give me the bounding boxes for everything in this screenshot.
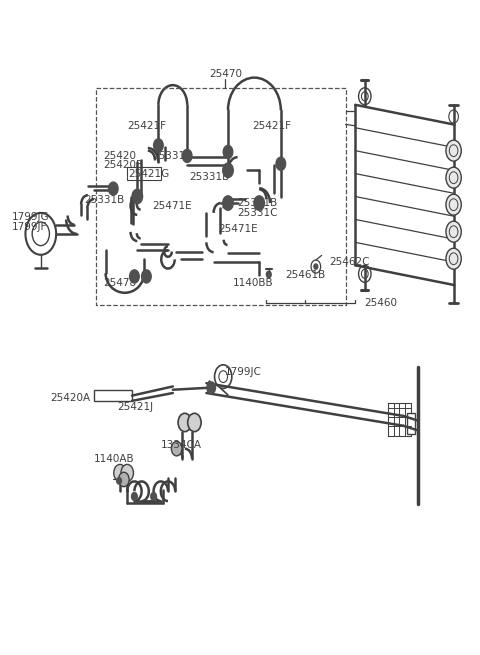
Text: 25420B: 25420B bbox=[103, 160, 144, 170]
Text: 25421J: 25421J bbox=[118, 402, 154, 413]
Circle shape bbox=[314, 264, 318, 269]
Text: 25471E: 25471E bbox=[218, 224, 258, 234]
Circle shape bbox=[223, 163, 233, 178]
Bar bbox=[388, 403, 411, 436]
Circle shape bbox=[223, 145, 233, 159]
Circle shape bbox=[132, 493, 137, 500]
Circle shape bbox=[171, 441, 182, 456]
Circle shape bbox=[223, 196, 233, 210]
Text: 25471E: 25471E bbox=[153, 201, 192, 212]
Circle shape bbox=[121, 464, 133, 481]
Bar bbox=[407, 413, 415, 434]
Text: 25421F: 25421F bbox=[127, 121, 166, 131]
Circle shape bbox=[108, 182, 118, 195]
Text: 1799JC: 1799JC bbox=[225, 367, 262, 377]
Text: 1799JG: 1799JG bbox=[12, 212, 49, 223]
Text: 25470: 25470 bbox=[209, 69, 242, 79]
Text: 25461B: 25461B bbox=[286, 270, 326, 280]
Text: 1140AB: 1140AB bbox=[94, 453, 134, 464]
Text: 25331C: 25331C bbox=[238, 208, 278, 218]
Text: 25421F: 25421F bbox=[252, 121, 291, 131]
Circle shape bbox=[188, 413, 201, 432]
Text: 1334CA: 1334CA bbox=[161, 440, 202, 451]
Circle shape bbox=[151, 493, 156, 500]
Circle shape bbox=[207, 382, 216, 394]
Circle shape bbox=[117, 477, 121, 484]
Circle shape bbox=[119, 472, 129, 487]
Circle shape bbox=[446, 221, 461, 242]
Text: 25331B: 25331B bbox=[153, 151, 193, 161]
Text: 25331B: 25331B bbox=[238, 198, 278, 208]
Text: 1799JF: 1799JF bbox=[12, 221, 48, 232]
Text: 25478: 25478 bbox=[103, 278, 136, 288]
Text: 25331B: 25331B bbox=[84, 195, 124, 205]
Circle shape bbox=[446, 140, 461, 161]
Circle shape bbox=[276, 157, 286, 170]
Text: 25331B: 25331B bbox=[190, 172, 230, 182]
Circle shape bbox=[130, 270, 139, 283]
FancyBboxPatch shape bbox=[127, 167, 161, 180]
Text: 25460: 25460 bbox=[364, 298, 397, 309]
Circle shape bbox=[254, 196, 264, 210]
Text: 25420A: 25420A bbox=[50, 393, 91, 403]
Circle shape bbox=[132, 189, 143, 204]
Circle shape bbox=[154, 139, 163, 152]
Circle shape bbox=[446, 167, 461, 188]
Text: 1140BB: 1140BB bbox=[233, 278, 274, 288]
Text: 25421G: 25421G bbox=[129, 168, 170, 179]
Circle shape bbox=[114, 464, 126, 481]
Bar bbox=[94, 390, 132, 401]
Circle shape bbox=[182, 149, 192, 162]
Circle shape bbox=[266, 271, 271, 278]
Circle shape bbox=[142, 270, 151, 283]
Circle shape bbox=[178, 413, 192, 432]
Text: 25420: 25420 bbox=[103, 151, 136, 161]
Text: 25462C: 25462C bbox=[329, 257, 369, 267]
Circle shape bbox=[446, 248, 461, 269]
Circle shape bbox=[446, 194, 461, 215]
